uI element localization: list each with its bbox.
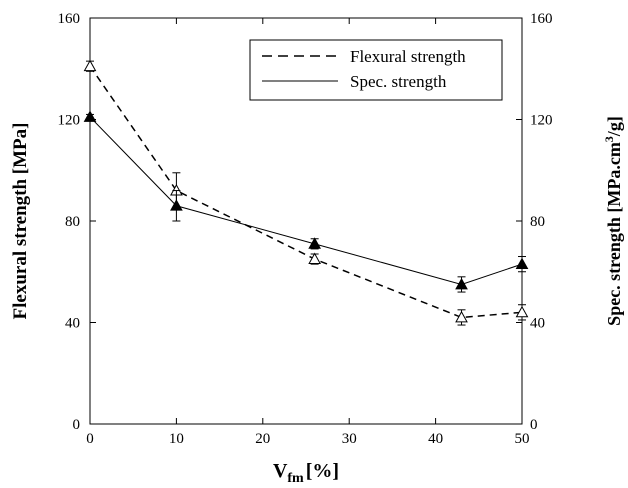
series-1-point-2 [308, 237, 321, 249]
y-axis-right-title: Spec. strength [MPa.cm3/g] [602, 116, 624, 326]
x-tick-label-0: 0 [86, 431, 94, 447]
y-axis-right-title-post: /g] [604, 116, 624, 137]
y-left-tick-label-3: 120 [58, 113, 81, 129]
legend-spec-label: Spec. strength [350, 72, 447, 91]
series-0-point-3 [455, 310, 468, 323]
series-1-point-1 [170, 199, 183, 211]
y-axis-right-title-pre: Spec. strength [MPa.cm [604, 142, 624, 326]
series-layer [83, 59, 529, 326]
x-axis-title-main: V [273, 460, 288, 482]
series-0-point-4 [515, 305, 529, 318]
y-left-tick-label-4: 160 [58, 11, 81, 27]
y-left-tick-label-2: 80 [65, 214, 80, 230]
x-axis-title-sub: fm [287, 471, 304, 486]
x-tick-label-1: 10 [169, 431, 184, 447]
y-axis-left-title: Flexural strength [MPa] [10, 123, 31, 320]
y-right-tick-label-3: 120 [530, 113, 553, 129]
series-1-point-3 [455, 277, 468, 290]
series-1-point-0 [83, 110, 97, 122]
y-axis-right-title-sup: 3 [602, 136, 616, 142]
legend-box [249, 39, 503, 101]
x-axis-title: Vfm [%] [273, 460, 339, 486]
x-tick-label-3: 30 [342, 431, 357, 447]
y-right-tick-label-4: 160 [530, 11, 553, 27]
series-1-line [89, 116, 523, 285]
series-0-point-2 [308, 252, 321, 264]
legend-flexural-label: Flexural strength [350, 47, 466, 66]
series-1-point-4 [515, 257, 529, 270]
series-0-point-0 [83, 59, 97, 72]
x-axis-title-rest: [%] [306, 460, 339, 482]
series-0-line [89, 65, 523, 319]
y-left-tick-label-1: 40 [65, 316, 80, 332]
x-tick-label-2: 20 [255, 431, 270, 447]
y-right-tick-label-2: 80 [530, 214, 545, 230]
legend: Flexural strength Spec. strength [249, 39, 503, 101]
y-right-tick-label-0: 0 [530, 417, 538, 433]
y-left-tick-label-0: 0 [73, 417, 81, 433]
x-tick-label-5: 50 [515, 431, 530, 447]
x-tick-label-4: 40 [428, 431, 443, 447]
y-right-tick-label-1: 40 [530, 316, 545, 332]
